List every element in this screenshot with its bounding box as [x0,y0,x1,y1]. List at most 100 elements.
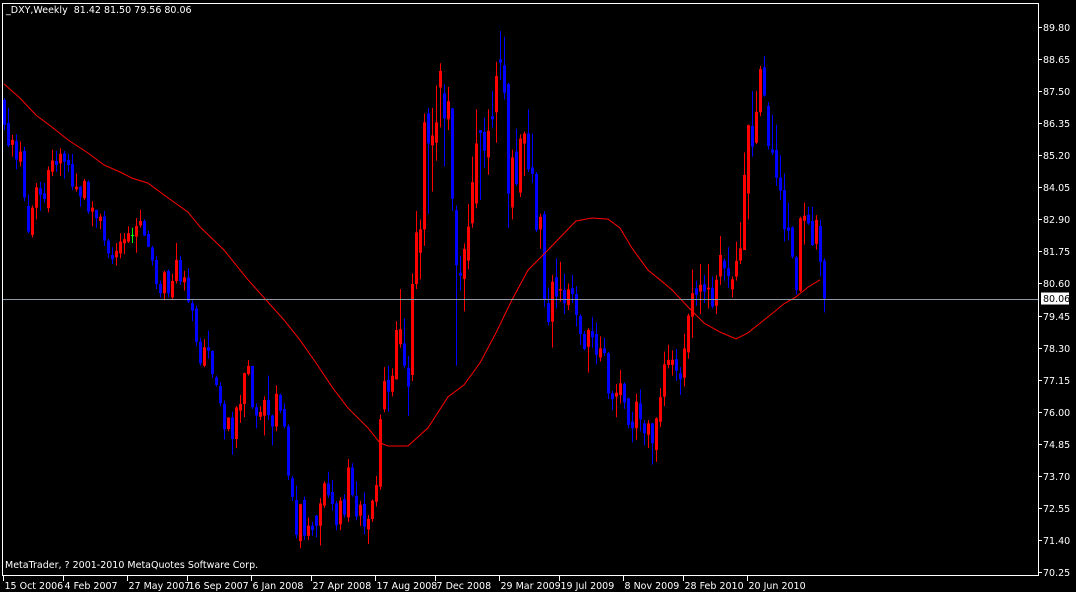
candle [443,84,446,167]
candle-body [691,293,694,317]
y-tick-label: 79.45 [1043,312,1070,323]
candle-body [747,125,750,194]
candle [191,300,194,322]
candle [347,459,350,522]
candle-body [347,467,350,518]
candle-body [727,268,730,276]
candle [531,133,534,184]
candle-body [99,216,102,222]
candle-body [303,500,306,536]
candle [127,226,130,244]
candle-body [263,399,266,416]
candle-body [67,159,70,165]
candle [451,107,454,211]
candle-body [391,375,394,392]
candle [639,389,642,432]
candle-body [639,403,642,420]
candle [647,420,650,448]
candle [219,382,222,407]
candle-body [655,418,658,450]
candle-body [735,260,738,277]
candle-body [543,214,546,300]
candle [287,424,290,481]
candle-body [667,359,670,365]
candle [39,181,42,211]
candle [819,219,822,277]
candle-body [763,67,766,96]
candle [323,481,326,508]
candle [175,243,178,284]
candle-body [211,350,214,375]
candle [447,86,450,131]
candle [823,258,826,313]
candle [119,233,122,259]
candle [675,348,678,382]
candle [371,499,374,522]
candle [55,151,58,172]
candle [419,219,422,280]
candle [635,393,638,440]
candle-body [351,467,354,496]
candle-body [519,138,522,193]
candle [155,255,158,290]
candle-body [55,160,58,165]
candle [239,394,242,423]
y-tick-label: 73.70 [1043,472,1070,483]
candle-body [787,227,790,231]
candle-body [599,348,602,358]
candle [771,114,774,156]
candle [147,230,150,248]
candle-body [555,277,558,297]
candle [251,365,254,409]
candle-body [723,260,726,269]
candle-body [715,279,718,306]
candle-body [591,331,594,338]
candle-body [671,359,674,365]
candle-body [551,281,554,322]
candle [699,263,702,315]
candle [339,497,342,531]
candle [535,171,538,232]
candle-body [631,421,634,429]
candle-body [495,76,498,113]
candle-body [571,288,574,295]
candle [211,350,214,379]
candle-body [471,182,474,224]
y-tick-label: 85.20 [1043,151,1070,162]
candle-body [59,153,62,164]
candle [679,367,682,395]
candle [75,173,78,192]
x-tick-label: 8 Nov 2009 [625,581,680,592]
candle-body [479,130,482,133]
candle [327,471,330,499]
candle-body [647,423,650,435]
price-axis[interactable]: 89.80 88.65 87.50 86.35 85.20 84.05 82.90 81.75… [1038,23,1070,579]
candle [479,130,482,200]
candle [715,275,718,315]
candle [659,388,662,428]
candle [607,351,610,400]
x-tick-label: 19 Jul 2009 [561,581,615,592]
candle [687,313,690,359]
candle [435,85,438,161]
candle-body [811,221,814,245]
candle-body [75,186,78,190]
candle-body [363,503,366,527]
candle-body [299,504,302,542]
candle-body [103,216,106,241]
candle-body [207,347,210,351]
candle [387,365,390,412]
candle [487,109,490,175]
candle-body [579,316,582,334]
candle [115,243,118,266]
candle [231,411,234,455]
candle-body [343,499,346,515]
candle [267,375,270,421]
moving-average-line [3,83,821,447]
candle [491,91,494,128]
candle-body [455,210,458,266]
candle [587,328,590,373]
y-tick-label: 88.65 [1043,55,1070,66]
